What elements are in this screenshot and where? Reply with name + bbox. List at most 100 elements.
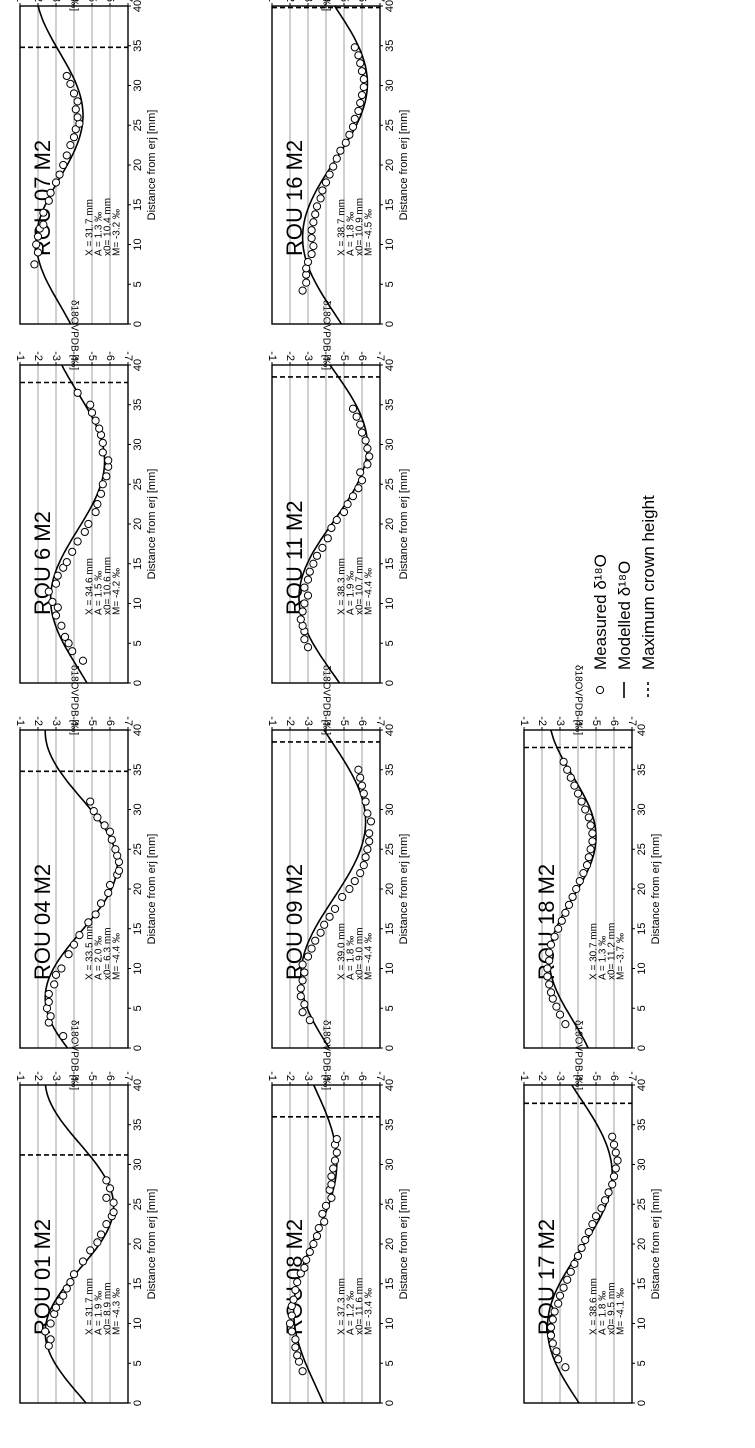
x-tick-label: 15: [636, 1278, 648, 1290]
measured-point: [363, 845, 372, 854]
measured-point: [96, 899, 106, 908]
measured-point: [354, 51, 363, 60]
param-label: X = 38.3 mm: [336, 558, 347, 615]
measured-point: [84, 519, 93, 529]
y-tick-label: -5: [86, 716, 98, 726]
y-axis-label: δ18OVPDB [‰]: [572, 665, 583, 735]
param-label: A = 1.3 ‰: [597, 936, 608, 980]
x-tick-label: 5: [132, 281, 144, 287]
param-label: M= -4.2 ‰: [111, 568, 122, 615]
measured-point: [298, 286, 307, 295]
x-tick-label: 10: [384, 238, 396, 250]
measured-point: [573, 1251, 583, 1261]
y-tick-label: -5: [338, 716, 350, 726]
measured-point: [357, 781, 367, 790]
measured-point: [303, 257, 313, 267]
x-tick-label: 5: [132, 1005, 144, 1011]
measured-point: [545, 980, 554, 989]
measured-point: [354, 106, 363, 116]
measured-point: [588, 1220, 597, 1229]
y-tick-label: -2: [32, 716, 44, 726]
measured-point: [302, 278, 311, 287]
measured-point: [298, 960, 307, 969]
measured-point: [69, 89, 79, 98]
x-tick-label: 0: [636, 1045, 648, 1051]
param-label: x0= 9.5 mm: [606, 1282, 617, 1335]
measured-point: [51, 178, 61, 187]
x-tick-label: 35: [384, 764, 396, 776]
param-label: X = 38.6 mm: [588, 1278, 599, 1335]
measured-point: [365, 829, 374, 838]
legend-marker-circle: [595, 685, 605, 695]
measured-point: [356, 773, 365, 782]
x-tick-label: 40: [384, 0, 396, 12]
x-tick-label: 5: [132, 640, 144, 646]
measured-point: [300, 635, 309, 644]
measured-point: [339, 507, 349, 517]
measured-point: [287, 1327, 296, 1336]
measured-point: [350, 114, 359, 123]
x-tick-label: 25: [384, 1198, 396, 1210]
x-tick-label: 40: [132, 0, 144, 12]
measured-point: [554, 924, 563, 933]
measured-point: [588, 829, 597, 838]
legend: Measured δ¹⁸O Modelled δ¹⁸O Maximum crown …: [591, 495, 658, 698]
measured-point: [561, 908, 570, 917]
x-tick-label: 25: [132, 478, 144, 490]
measured-point: [64, 950, 73, 959]
x-tick-label: 40: [132, 359, 144, 371]
measured-point: [579, 869, 588, 878]
measured-point: [39, 208, 48, 217]
y-tick-label: -1: [518, 716, 530, 726]
x-tick-label: 5: [384, 1360, 396, 1366]
chart-panel: -1 -2 -3 -4 -5 -6 -7 0 5 10 15 20 25 30 35 40 Distance f…: [266, 665, 410, 1051]
measured-point: [107, 835, 116, 844]
measured-point: [109, 1198, 118, 1207]
param-label: M= -3.4 ‰: [363, 1288, 374, 1335]
measured-point: [303, 952, 313, 961]
measured-point: [102, 472, 111, 481]
modelled-curve: [49, 364, 106, 684]
x-axis-label: Distance from erj [mm]: [398, 1189, 410, 1300]
measured-point: [584, 853, 593, 862]
y-tick-label: -2: [536, 716, 548, 726]
param-label: x0= 6.3 mm: [102, 927, 113, 980]
measured-point: [93, 813, 102, 822]
measured-point: [78, 656, 88, 665]
y-tick-label: -7: [122, 716, 134, 726]
measured-point: [320, 920, 329, 929]
y-tick-label: -5: [338, 0, 350, 2]
x-tick-label: 30: [132, 803, 144, 815]
measured-point: [303, 643, 313, 652]
measured-point: [363, 460, 372, 469]
y-tick-label: -6: [104, 1071, 116, 1081]
y-axis-label: δ18OVPDB [‰]: [68, 0, 79, 11]
x-tick-label: 25: [384, 478, 396, 490]
param-label: M= -4.1 ‰: [615, 1288, 626, 1335]
y-axis-label: δ18OVPDB [‰]: [572, 1020, 583, 1090]
y-tick-label: -6: [104, 0, 116, 2]
x-tick-label: 5: [384, 1005, 396, 1011]
y-tick-label: -4: [320, 351, 332, 361]
measured-point: [303, 591, 313, 600]
measured-point: [329, 1164, 338, 1173]
x-tick-label: 25: [132, 1198, 144, 1210]
x-tick-label: 35: [132, 1119, 144, 1131]
measured-point: [546, 1331, 556, 1340]
panel-title: ROU 04 M2: [30, 864, 55, 980]
measured-point: [363, 444, 372, 453]
x-tick-label: 20: [636, 1238, 648, 1250]
measured-point: [309, 1239, 318, 1249]
measured-point: [546, 940, 556, 949]
x-tick-label: 20: [132, 518, 144, 530]
measured-point: [354, 484, 363, 493]
x-tick-label: 20: [132, 159, 144, 171]
x-tick-label: 25: [132, 119, 144, 131]
param-label: x0= 11.2 mm: [606, 923, 617, 980]
measured-point: [300, 583, 309, 592]
y-axis-label: δ18OVPDB [‰]: [68, 300, 79, 370]
y-tick-label: -5: [86, 1071, 98, 1081]
measured-point: [597, 1204, 606, 1213]
param-label: A = 1.2 ‰: [345, 1291, 356, 1335]
x-axis-label: Distance from erj [mm]: [398, 110, 410, 221]
